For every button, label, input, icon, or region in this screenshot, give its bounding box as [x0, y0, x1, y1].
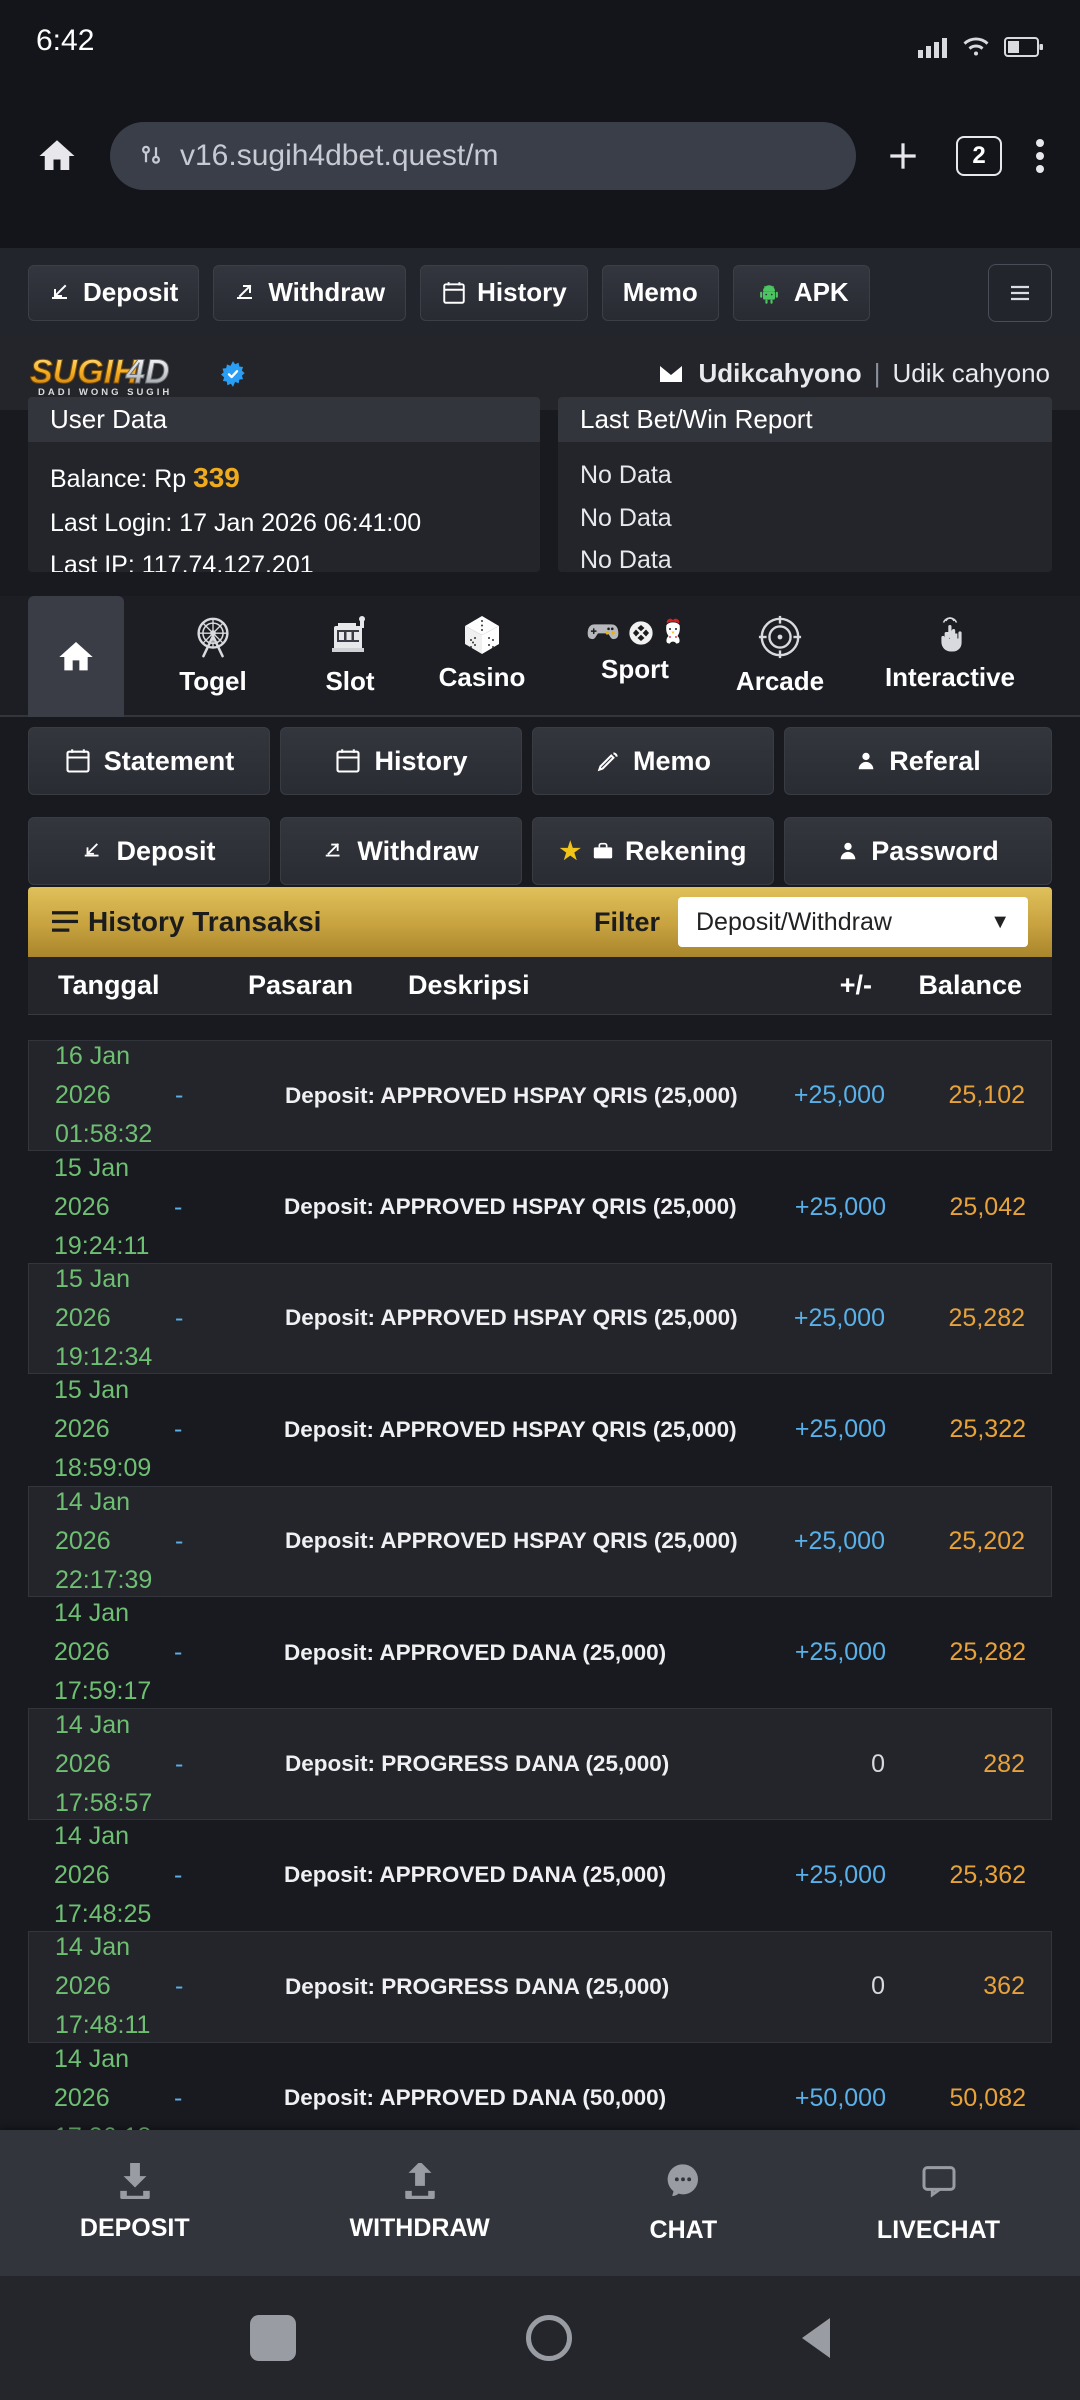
svg-text:DADI WONG SUGIH: DADI WONG SUGIH: [38, 387, 172, 398]
svg-text:SUGIH: SUGIH: [30, 353, 139, 391]
svg-text:4D: 4D: [125, 353, 169, 391]
